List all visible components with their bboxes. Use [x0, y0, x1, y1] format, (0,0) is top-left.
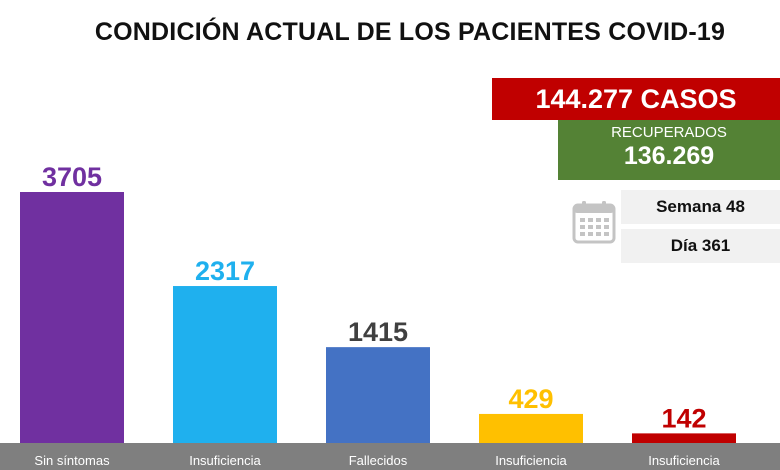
category-label-2: Insuficiencia: [189, 453, 261, 468]
value-label-1: 3705: [42, 162, 102, 192]
category-label-1: Sin síntomas: [34, 453, 110, 468]
recovered-label: RECUPERADOS: [611, 124, 727, 141]
bar-2: [173, 286, 277, 443]
bar-4: [479, 413, 583, 443]
week-box: Semana 48: [621, 190, 780, 224]
category-label-3: Fallecidos: [349, 453, 408, 468]
value-label-2: 2317: [195, 256, 255, 286]
day-box: Día 361: [621, 229, 780, 263]
value-label-5: 142: [661, 403, 706, 433]
category-label-4: Insuficiencia: [495, 453, 567, 468]
category-axis-band: [0, 443, 780, 470]
value-label-4: 429: [508, 384, 553, 414]
calendar-icon: [572, 201, 616, 244]
chart-title: CONDICIÓN ACTUAL DE LOS PACIENTES COVID-…: [94, 18, 726, 46]
day-label: Día 361: [670, 236, 731, 255]
cases-label: 144.277 CASOS: [535, 83, 737, 114]
bar-5: [632, 433, 736, 443]
recovered-value: 136.269: [623, 142, 715, 170]
cases-badge: 144.277 CASOS: [492, 78, 780, 120]
value-label-3: 1415: [348, 317, 408, 347]
bar-1: [20, 192, 124, 443]
category-label-5: Insuficiencia: [648, 453, 720, 468]
bar-3: [326, 347, 430, 443]
recovered-box: RECUPERADOS 136.269: [558, 120, 780, 180]
week-label: Semana 48: [656, 197, 745, 216]
